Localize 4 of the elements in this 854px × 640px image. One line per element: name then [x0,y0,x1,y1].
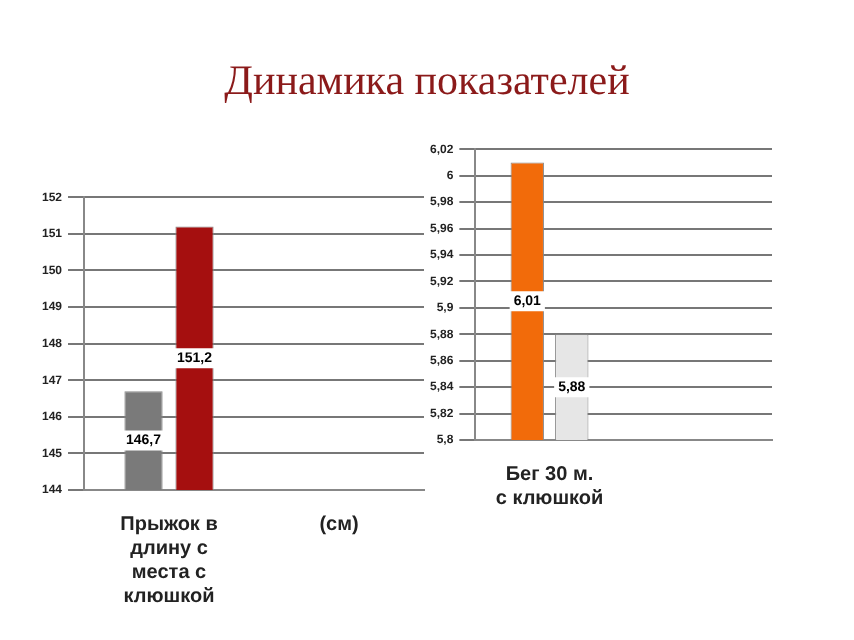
chart-title: Динамика показателей [222,56,632,106]
x-tick-label: Прыжок в длину с места с клюшкой [120,513,218,608]
x-tick-label: Бег 30 м. с клюшкой [495,463,604,510]
x-tick-label: (см) [319,513,359,536]
